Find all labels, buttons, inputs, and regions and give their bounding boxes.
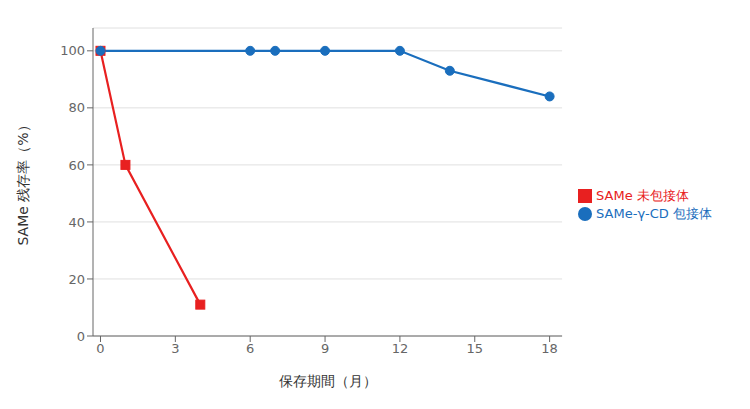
svg-text:0: 0 xyxy=(77,329,85,344)
svg-text:80: 80 xyxy=(68,100,85,115)
svg-text:40: 40 xyxy=(68,215,85,230)
svg-text:6: 6 xyxy=(246,341,254,356)
svg-text:9: 9 xyxy=(321,341,329,356)
svg-text:100: 100 xyxy=(60,43,85,58)
html-text:SAMe-γ-CD 包接体: SAMe-γ-CD 包接体 xyxy=(596,205,712,221)
html-text:SAMe 未包接体: SAMe 未包接体 xyxy=(596,187,689,203)
svg-text:0: 0 xyxy=(96,341,104,356)
svg-text:3: 3 xyxy=(171,341,179,356)
svg-text:60: 60 xyxy=(68,158,85,173)
svg-text:20: 20 xyxy=(68,272,85,287)
svg-text:SAMe 残存率（%）: SAMe 残存率（%） xyxy=(15,118,31,245)
svg-text:15: 15 xyxy=(466,341,483,356)
svg-text:18: 18 xyxy=(541,341,558,356)
svg-text:保存期間（月）: 保存期間（月） xyxy=(279,373,377,389)
svg-text:12: 12 xyxy=(392,341,409,356)
